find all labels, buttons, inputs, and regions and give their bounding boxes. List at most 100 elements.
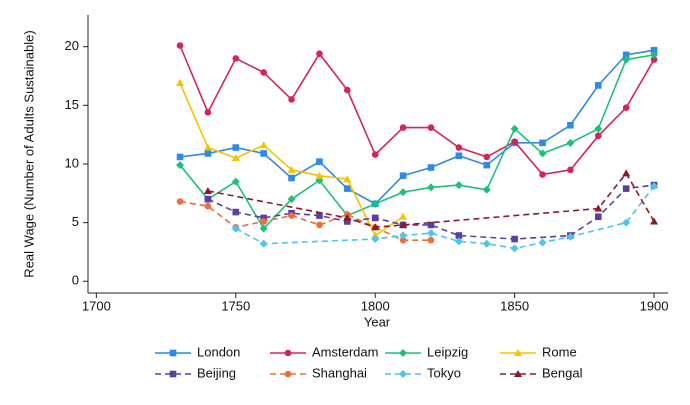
marker (622, 169, 631, 177)
legend-label: Bengal (542, 365, 583, 380)
legend-label: Leipzig (427, 344, 468, 359)
marker (259, 141, 268, 149)
marker (650, 46, 658, 54)
marker (538, 149, 547, 158)
marker (426, 229, 435, 238)
marker (288, 174, 295, 182)
marker (232, 55, 240, 62)
marker (176, 153, 184, 161)
marker (454, 181, 463, 190)
marker (232, 208, 240, 216)
marker (538, 238, 547, 247)
marker (622, 218, 631, 227)
y-axis-label: Real Wage (Number of Adults Sustainable) (21, 30, 36, 277)
marker (514, 349, 522, 356)
marker (594, 82, 602, 89)
marker (176, 79, 185, 87)
series-line (179, 49, 655, 205)
marker (316, 212, 323, 219)
marker (204, 150, 212, 157)
marker (371, 235, 380, 244)
marker (399, 231, 408, 240)
marker (231, 224, 240, 233)
y-tick-label: 20 (65, 38, 79, 53)
series-line (179, 45, 655, 176)
marker (455, 152, 463, 160)
marker (650, 217, 659, 225)
marker (371, 199, 380, 208)
x-axis-label: Year (364, 314, 391, 329)
y-tick-label: 15 (65, 97, 79, 112)
marker (203, 186, 212, 194)
marker (231, 154, 240, 162)
marker (454, 237, 463, 246)
marker (427, 236, 435, 244)
marker (284, 370, 292, 378)
marker (399, 236, 407, 244)
marker (622, 55, 631, 64)
marker (594, 124, 603, 133)
marker (204, 195, 212, 203)
x-tick-label: 1800 (361, 298, 390, 313)
marker (343, 175, 352, 183)
x-tick-label: 1850 (500, 298, 529, 313)
marker (510, 244, 519, 253)
x-tick-label: 1700 (82, 298, 111, 313)
x-tick-label: 1750 (221, 298, 250, 313)
marker (427, 221, 435, 229)
legend-label: Tokyo (427, 365, 461, 380)
marker (399, 124, 407, 131)
marker (399, 212, 408, 220)
marker (483, 161, 491, 169)
legend-label: Shanghai (312, 365, 367, 380)
marker (316, 50, 323, 58)
marker (371, 231, 380, 239)
marker (288, 212, 295, 219)
marker (650, 50, 659, 59)
marker (427, 164, 435, 171)
x-tick-label: 1900 (640, 298, 669, 313)
marker (316, 158, 323, 165)
marker (567, 166, 574, 174)
marker (510, 124, 519, 133)
marker (594, 132, 602, 140)
marker (399, 349, 407, 357)
marker (176, 42, 184, 49)
series-line (179, 54, 655, 230)
marker (169, 370, 177, 378)
marker (371, 223, 380, 231)
marker (204, 202, 212, 210)
marker (204, 109, 212, 116)
marker (203, 143, 212, 151)
marker (344, 86, 351, 94)
marker (539, 171, 546, 178)
marker (371, 214, 379, 222)
marker (260, 218, 267, 225)
marker (622, 51, 630, 59)
marker (594, 213, 602, 221)
marker (514, 370, 522, 377)
marker (169, 349, 177, 357)
marker (231, 177, 240, 186)
marker (622, 185, 630, 192)
marker (567, 121, 574, 129)
marker (316, 221, 323, 229)
marker (343, 213, 352, 221)
marker (511, 138, 518, 145)
marker (287, 195, 296, 204)
marker (284, 349, 292, 357)
marker (650, 56, 658, 63)
y-tick-label: 5 (72, 214, 79, 229)
marker (594, 204, 603, 212)
marker (566, 138, 575, 147)
series-line (179, 200, 431, 242)
marker (483, 153, 491, 161)
marker (482, 239, 491, 248)
marker (455, 144, 463, 151)
marker (288, 96, 295, 103)
marker (539, 139, 546, 147)
marker (399, 172, 407, 180)
y-tick-label: 0 (72, 273, 79, 288)
marker (399, 370, 407, 378)
